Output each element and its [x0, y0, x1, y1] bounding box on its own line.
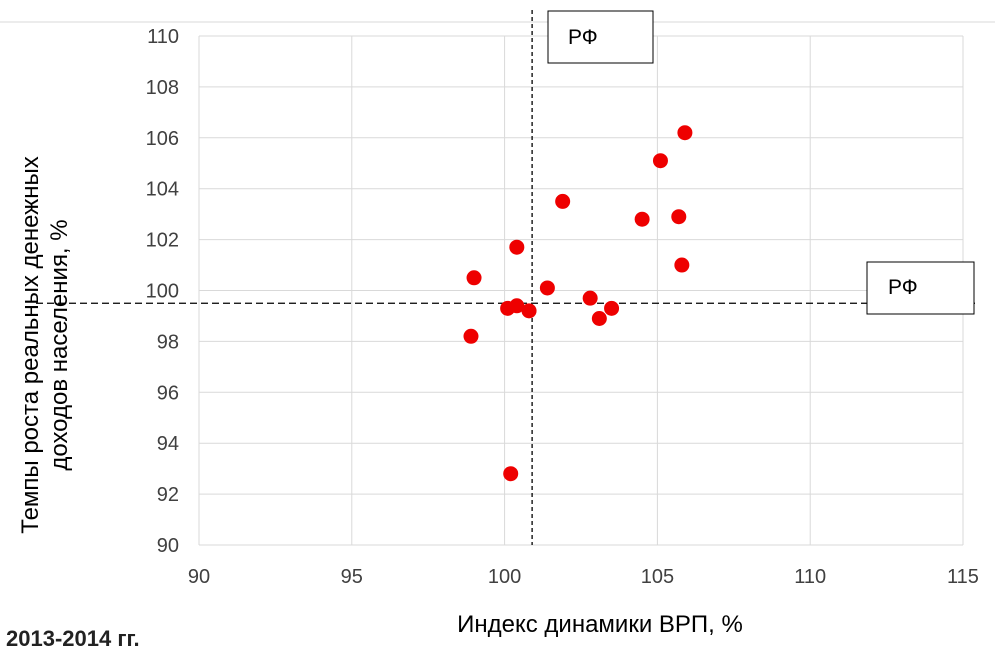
y-tick-label: 94 [157, 433, 179, 455]
data-point [591, 310, 607, 326]
rf-horizontal-label: РФ [888, 276, 918, 299]
y-tick-label: 90 [157, 535, 179, 557]
x-tick-labels: 90 95 100 105 110 115 [188, 566, 979, 588]
y-tick-label: 110 [147, 26, 179, 48]
data-point [671, 209, 687, 225]
rf-horizontal-label-box: РФ [866, 261, 975, 315]
y-tick-label: 98 [157, 331, 179, 353]
data-point [674, 257, 690, 273]
data-points [463, 125, 693, 482]
x-tick-label: 105 [641, 566, 674, 588]
rf-vertical-label-box: РФ [547, 10, 654, 64]
x-tick-label: 110 [794, 566, 826, 588]
data-point [582, 290, 598, 306]
period-label: 2013-2014 гг. [6, 626, 140, 651]
y-axis-title: Темпы роста реальных денежных доходов на… [17, 156, 73, 533]
data-point [539, 280, 555, 296]
y-tick-label: 104 [146, 179, 179, 201]
x-tick-label: 95 [341, 566, 363, 588]
grid-lines [198, 35, 964, 546]
data-point [555, 193, 571, 209]
y-axis-title-line-1: Темпы роста реальных денежных [17, 156, 44, 533]
data-point [652, 153, 668, 169]
data-point [509, 298, 525, 314]
y-tick-label: 102 [146, 230, 179, 252]
x-tick-label: 100 [488, 566, 521, 588]
y-tick-label: 100 [146, 281, 179, 303]
y-tick-label: 106 [146, 128, 179, 150]
y-tick-label: 96 [157, 382, 179, 404]
y-tick-labels: 90 92 94 96 98 100 102 104 106 108 110 [146, 26, 179, 557]
data-point [604, 300, 620, 316]
data-point [677, 125, 693, 141]
reference-lines [36, 10, 975, 545]
data-point [466, 270, 482, 286]
data-point [463, 328, 479, 344]
data-point [509, 239, 525, 255]
y-axis-title-line-2: доходов населения, % [46, 219, 73, 470]
x-axis-title: Индекс динамики ВРП, % [457, 611, 743, 638]
rf-vertical-label: РФ [568, 26, 598, 49]
data-point [521, 303, 537, 319]
y-tick-label: 92 [157, 484, 179, 506]
data-point [634, 211, 650, 227]
x-tick-label: 115 [947, 566, 979, 588]
x-tick-label: 90 [188, 566, 210, 588]
data-point [503, 466, 519, 482]
y-tick-label: 108 [146, 77, 179, 99]
